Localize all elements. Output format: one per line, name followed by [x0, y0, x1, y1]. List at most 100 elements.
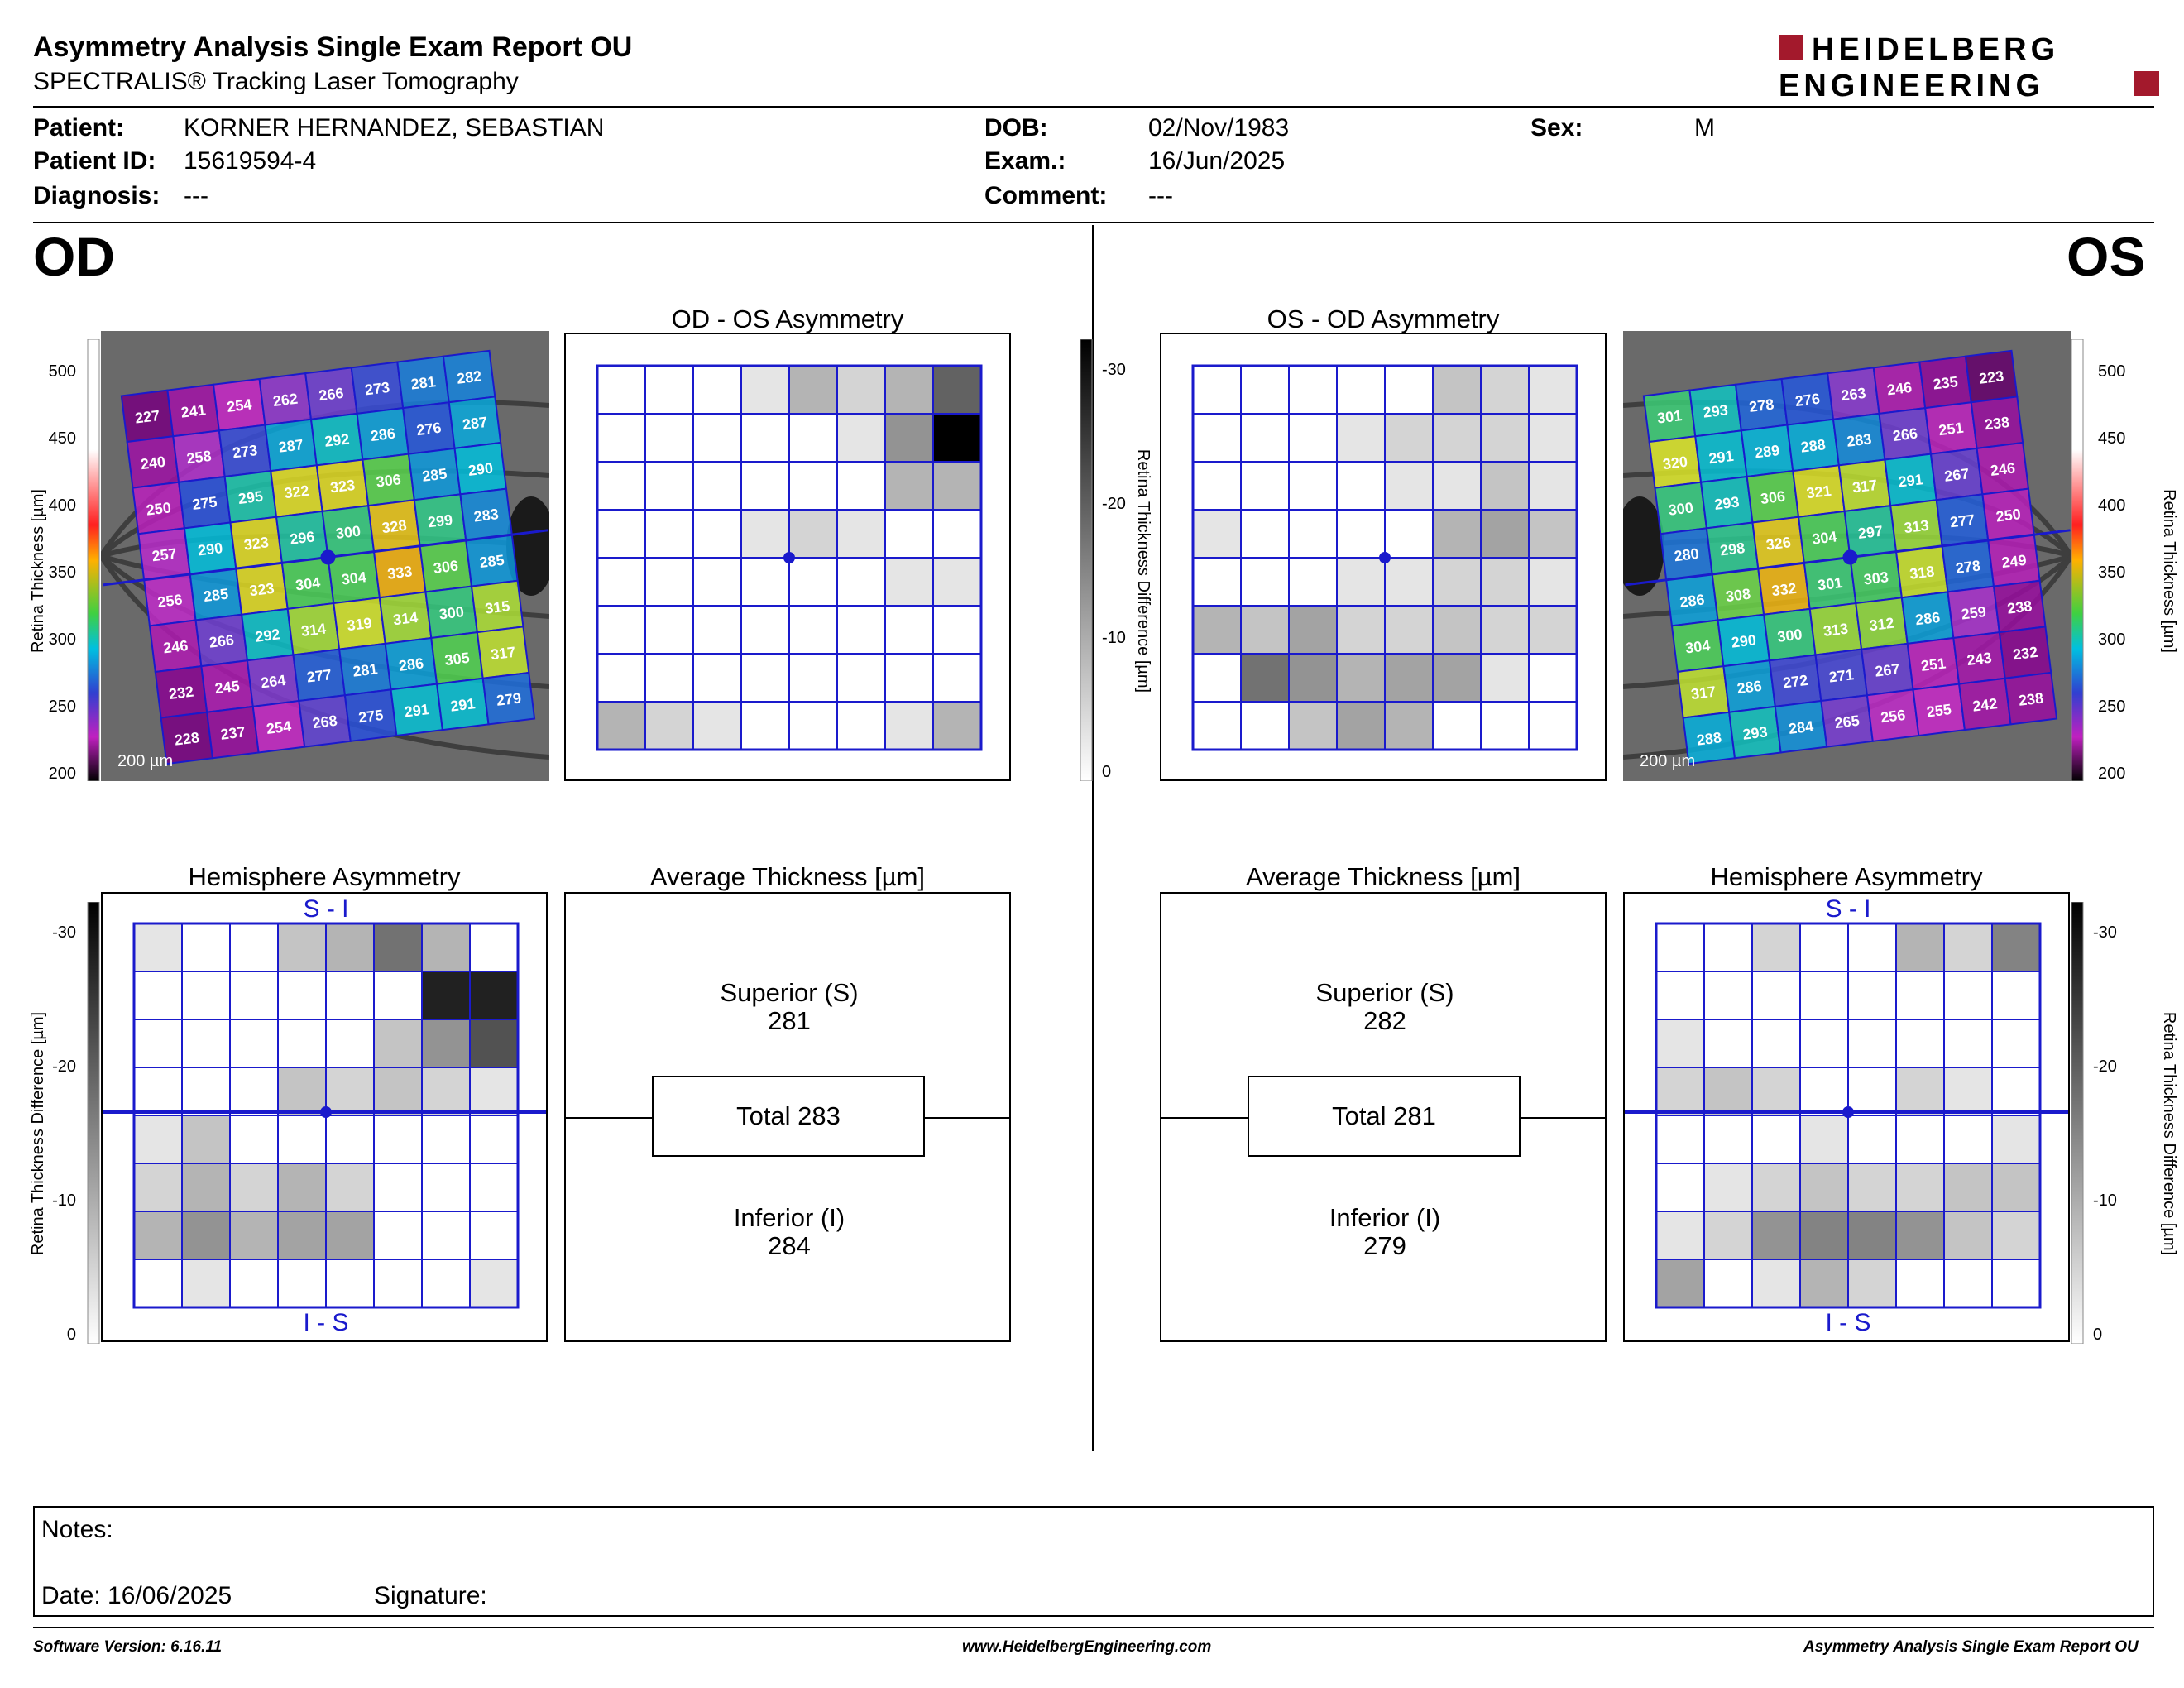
grid-cell	[1847, 1067, 1897, 1116]
grid-cell	[1799, 1115, 1849, 1164]
fovea-dot	[1379, 552, 1391, 563]
grid-cell	[1943, 1211, 1993, 1260]
scale-tick: 500	[2098, 362, 2125, 381]
grid-cell	[1336, 365, 1386, 415]
grid-cell	[181, 1067, 231, 1116]
grid-cell	[1336, 557, 1386, 607]
thickness-value: 295	[237, 488, 264, 508]
grid-cell	[421, 971, 471, 1020]
thickness-value: 262	[272, 391, 299, 410]
grid-cell	[884, 365, 934, 415]
report-title: Asymmetry Analysis Single Exam Report OU	[33, 31, 633, 63]
thickness-value: 235	[1933, 373, 1959, 393]
grid-cell	[469, 1163, 519, 1212]
os-hemi-title: Hemisphere Asymmetry	[1710, 862, 1983, 891]
grid-cell	[1943, 1067, 1993, 1116]
grid-cell	[421, 1259, 471, 1308]
thickness-value: 287	[462, 414, 488, 434]
scale-tick: -20	[52, 1057, 76, 1076]
hemi-bottom-label: I - S	[303, 1309, 348, 1336]
grid-cell	[1240, 365, 1290, 415]
grid-cell	[644, 557, 694, 607]
grid-cell	[277, 1211, 327, 1260]
grid-cell	[1192, 413, 1242, 463]
grid-cell	[932, 413, 982, 463]
grid-cell	[1895, 1115, 1945, 1164]
grid-cell	[1240, 605, 1290, 655]
grid-border	[596, 364, 983, 751]
grid-cell	[1240, 509, 1290, 559]
grid-cell	[644, 413, 694, 463]
thickness-value: 240	[140, 453, 166, 473]
grid-cell	[596, 701, 646, 750]
grid-cell	[836, 557, 886, 607]
fovea-dot	[783, 552, 795, 563]
grid-cell	[836, 413, 886, 463]
scale-tick: 500	[49, 362, 76, 381]
grid-cell	[421, 923, 471, 972]
grid-cell	[1288, 701, 1338, 750]
grid-cell	[932, 365, 982, 415]
od-superior-label: Superior (S)	[720, 978, 859, 1007]
grid-cell	[1751, 1115, 1801, 1164]
grid-cell	[1288, 413, 1338, 463]
os-hemi-grid: S - I I - S	[1625, 895, 2068, 1336]
scale-tick: 250	[2098, 698, 2125, 716]
patient-id-label: Patient ID:	[33, 147, 156, 175]
thickness-value: 250	[1995, 506, 2022, 525]
grid-cell	[133, 923, 183, 972]
scale-tick: 300	[49, 631, 76, 649]
grid-cell	[692, 461, 742, 511]
thickness-value: 238	[2006, 597, 2033, 617]
os-superior-label: Superior (S)	[1315, 978, 1454, 1007]
grid-cell	[1991, 1115, 2041, 1164]
scale-tick: 350	[49, 563, 76, 582]
thickness-value: 280	[1673, 545, 1699, 565]
grid-cell	[1847, 1115, 1897, 1164]
grid-cell	[1480, 365, 1530, 415]
software-version: Software Version: 6.16.11	[33, 1638, 223, 1656]
patient-label: Patient:	[33, 114, 125, 141]
grid-cell	[1192, 701, 1242, 750]
grid-border	[1191, 364, 1578, 751]
grid-cell	[1384, 413, 1434, 463]
grid-cell	[1703, 971, 1753, 1020]
grid-cell	[1384, 365, 1434, 415]
thickness-value: 315	[484, 597, 510, 617]
grid-cell	[692, 557, 742, 607]
grid-cell	[325, 1019, 375, 1068]
grid-cell	[1432, 605, 1482, 655]
grid-cell	[1288, 605, 1338, 655]
thickness-value: 257	[151, 545, 177, 565]
grid-cell	[469, 1067, 519, 1116]
grid-cell	[1703, 1019, 1753, 1068]
od-thickness-scale: 500 450 400 350 300 250 200 Retina Thickness [µ…	[29, 339, 100, 781]
date-label: Date: 16/06/2025	[41, 1582, 232, 1609]
hemi-bottom-label: I - S	[1825, 1309, 1870, 1336]
thickness-value: 283	[1846, 430, 1872, 450]
od-superior-value: 281	[768, 1006, 811, 1035]
grid-cell	[1751, 1259, 1801, 1308]
grid-border	[132, 922, 520, 1309]
grid-cell	[1336, 701, 1386, 750]
thickness-value: 296	[289, 528, 315, 548]
grid-cell	[1336, 509, 1386, 559]
grid-cell	[1480, 701, 1530, 750]
grid-cell	[133, 1259, 183, 1308]
grid-cell	[692, 701, 742, 750]
website-link[interactable]: www.HeidelbergEngineering.com	[962, 1638, 1212, 1656]
grid-cell	[1192, 509, 1242, 559]
scale-axis-label: Retina Thickness [µm]	[2160, 489, 2178, 653]
grid-cell	[469, 923, 519, 972]
thickness-value: 303	[1863, 568, 1889, 588]
thickness-value: 292	[254, 626, 280, 645]
thickness-value: 285	[203, 586, 229, 606]
thickness-value: 291	[404, 701, 430, 721]
grid-cell	[1655, 1115, 1705, 1164]
thickness-value: 286	[370, 425, 396, 445]
grid-cell	[1240, 653, 1290, 703]
thickness-value: 301	[1656, 407, 1683, 427]
thickness-value: 317	[1851, 477, 1878, 496]
thickness-value: 281	[352, 660, 378, 680]
grid-cell	[1655, 1211, 1705, 1260]
